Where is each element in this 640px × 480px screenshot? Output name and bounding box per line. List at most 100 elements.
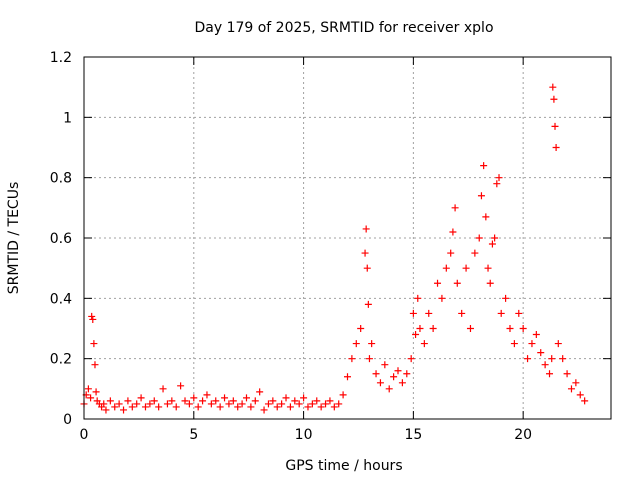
data-point xyxy=(304,403,312,411)
grid-lines xyxy=(84,57,611,419)
data-point xyxy=(365,355,373,363)
data-point xyxy=(357,325,365,332)
data-point xyxy=(216,403,224,411)
data-point xyxy=(449,228,457,236)
data-point xyxy=(572,379,580,387)
x-tick-label: 20 xyxy=(514,427,532,443)
data-point xyxy=(185,400,193,408)
data-point xyxy=(111,403,119,411)
data-point xyxy=(286,403,294,411)
data-point xyxy=(133,400,141,408)
data-point xyxy=(548,355,556,363)
data-point xyxy=(326,397,334,405)
data-point xyxy=(352,340,360,348)
data-point xyxy=(480,162,488,170)
data-point xyxy=(234,403,242,411)
data-point xyxy=(394,367,402,375)
data-point xyxy=(362,225,370,233)
data-point xyxy=(264,400,272,408)
data-point xyxy=(364,300,372,308)
data-point xyxy=(403,370,411,378)
data-point xyxy=(89,315,97,323)
data-point xyxy=(515,309,523,317)
data-point xyxy=(361,249,369,257)
data-point xyxy=(429,325,437,332)
y-tick-label: 0.6 xyxy=(50,231,72,247)
data-point xyxy=(348,355,356,363)
data-point xyxy=(269,397,277,405)
y-tick-label: 0 xyxy=(63,412,72,428)
data-point xyxy=(420,340,428,348)
data-point xyxy=(308,400,316,408)
data-point xyxy=(212,397,220,405)
data-point xyxy=(551,122,559,130)
data-point xyxy=(497,309,505,317)
data-point xyxy=(471,249,479,257)
x-tick-label: 5 xyxy=(189,427,198,443)
data-point xyxy=(150,397,158,405)
data-point xyxy=(344,373,351,381)
data-point xyxy=(155,403,163,411)
data-point xyxy=(322,400,330,408)
data-point xyxy=(106,397,114,405)
data-point xyxy=(330,403,338,411)
chart-title: Day 179 of 2025, SRMTID for receiver xpl… xyxy=(194,20,493,36)
data-point xyxy=(368,340,376,348)
data-point xyxy=(524,355,532,363)
data-point xyxy=(414,294,422,302)
x-tick-label: 15 xyxy=(404,427,422,443)
data-point xyxy=(92,388,100,396)
data-point xyxy=(291,397,299,405)
axis-ticks: 0 5 10 15 20 0 0.2 0.4 0.6 0.8 1 1.2 xyxy=(50,50,611,443)
data-point xyxy=(159,385,167,393)
data-point xyxy=(339,391,347,399)
data-point xyxy=(317,403,325,411)
data-point xyxy=(488,240,496,248)
data-point xyxy=(495,174,503,182)
data-point xyxy=(282,394,290,402)
data-point xyxy=(229,397,237,405)
data-point xyxy=(567,385,575,393)
data-point xyxy=(528,340,536,348)
data-point xyxy=(172,403,180,411)
y-tick-label: 0.8 xyxy=(50,171,72,187)
data-point xyxy=(385,385,393,393)
data-point xyxy=(225,400,233,408)
data-point xyxy=(407,355,415,363)
data-point xyxy=(434,279,442,287)
data-point xyxy=(412,331,420,339)
data-point xyxy=(199,397,207,405)
data-point xyxy=(256,388,264,396)
data-point xyxy=(442,264,450,272)
data-point xyxy=(549,83,557,91)
data-point xyxy=(363,264,371,272)
data-point xyxy=(124,397,132,405)
data-point xyxy=(177,382,185,390)
data-point xyxy=(295,400,303,408)
data-point xyxy=(416,325,424,332)
data-point xyxy=(300,394,308,402)
data-point xyxy=(84,385,92,393)
data-point xyxy=(532,331,540,339)
data-point xyxy=(438,294,446,302)
data-point xyxy=(559,355,567,363)
data-point xyxy=(90,340,98,348)
data-point xyxy=(381,361,389,369)
data-point xyxy=(221,394,229,402)
data-point xyxy=(484,264,492,272)
data-point xyxy=(458,309,466,317)
data-point xyxy=(102,406,110,414)
data-point xyxy=(163,400,171,408)
data-point xyxy=(203,391,211,399)
y-tick-label: 1.2 xyxy=(50,50,72,66)
data-point xyxy=(519,325,527,332)
data-point xyxy=(451,204,459,212)
data-point xyxy=(146,400,154,408)
data-point xyxy=(462,264,470,272)
data-point xyxy=(581,397,589,405)
data-point xyxy=(238,400,246,408)
data-point xyxy=(447,249,455,257)
y-tick-label: 0.4 xyxy=(50,291,72,307)
data-point xyxy=(502,294,510,302)
